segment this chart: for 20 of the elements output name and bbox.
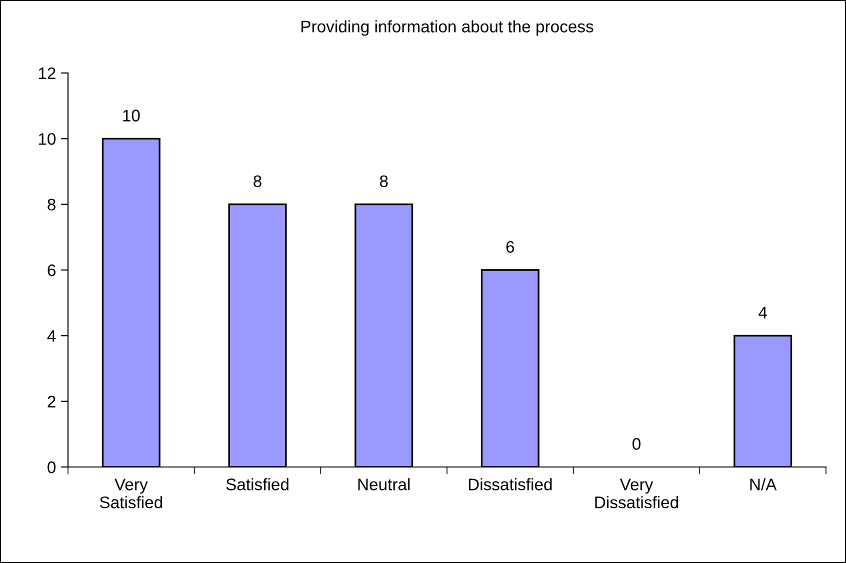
data-label: 10	[123, 110, 140, 122]
data-label: 0	[632, 438, 640, 450]
data-label: 4	[758, 306, 767, 318]
data-label: 6	[506, 241, 514, 253]
x-tick-label: Dissatisfied	[468, 478, 552, 490]
x-tick-label: Neutral	[358, 478, 410, 490]
x-tick-label: Very Dissatisfied	[595, 478, 678, 508]
x-tick-label: Very Satisfied	[100, 478, 162, 508]
y-tick-label: 8	[48, 198, 56, 211]
data-label: 8	[380, 175, 388, 188]
x-tick-label: N/A	[750, 478, 777, 490]
y-tick-label: 2	[48, 396, 56, 408]
y-tick-label: 12	[38, 67, 56, 80]
y-tick-label: 10	[38, 133, 56, 145]
y-tick-label: 6	[48, 264, 56, 276]
data-label: 8	[254, 175, 262, 188]
y-tick-label: 4	[47, 330, 56, 342]
chart-title: Providing information about the process	[302, 20, 594, 36]
x-tick-label: Satisfied	[226, 478, 288, 490]
y-tick-label: 0	[48, 461, 56, 474]
